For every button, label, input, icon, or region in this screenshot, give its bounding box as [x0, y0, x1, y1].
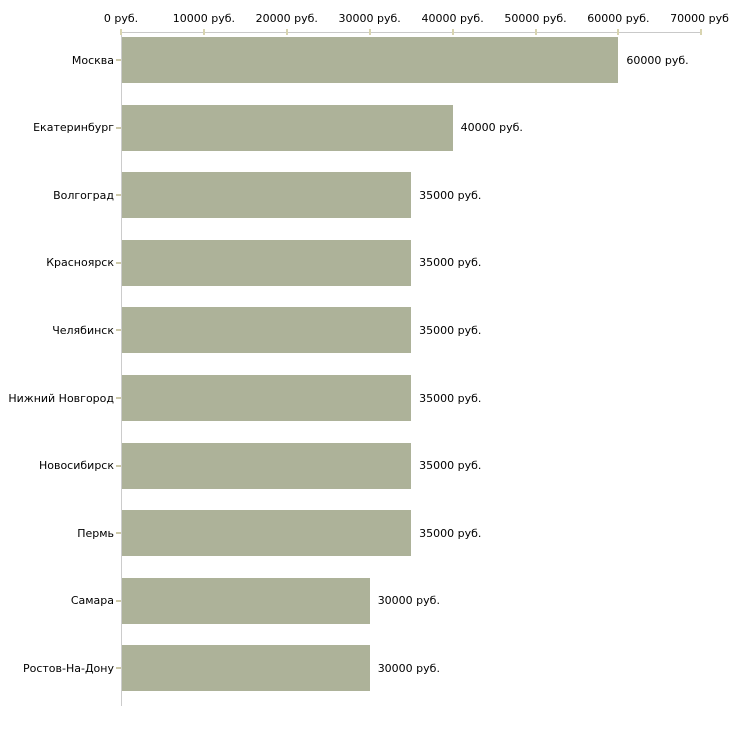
- x-axis-tick: [120, 29, 122, 35]
- x-axis-tick-label: 40000 руб.: [421, 12, 484, 25]
- bar: [122, 172, 412, 219]
- x-axis-tick: [617, 29, 620, 35]
- category-label: Новосибирск: [38, 459, 114, 473]
- category-tick: [116, 59, 121, 61]
- bar: [122, 442, 412, 489]
- x-axis-tick: [700, 29, 703, 35]
- bar: [122, 239, 412, 286]
- value-label: 35000 руб.: [419, 459, 482, 473]
- x-axis-tick-label: 0 руб.: [103, 12, 139, 25]
- category-tick: [116, 532, 121, 535]
- x-axis-tick: [368, 29, 371, 35]
- category-label: Челябинск: [52, 323, 114, 337]
- category-label: Волгоград: [53, 188, 114, 202]
- category-tick: [116, 397, 121, 399]
- category-tick: [116, 599, 121, 602]
- category-tick: [116, 261, 121, 264]
- x-axis-tick: [451, 29, 454, 35]
- value-label: 30000 руб.: [377, 661, 440, 675]
- value-label: 35000 руб.: [419, 323, 482, 337]
- bar: [122, 307, 412, 354]
- bar: [122, 104, 453, 151]
- bar: [122, 375, 412, 421]
- category-tick: [116, 667, 121, 670]
- x-axis-tick: [285, 29, 288, 35]
- x-axis-tick-label: 50000 руб.: [504, 12, 567, 25]
- bar: [122, 577, 370, 624]
- category-label: Красноярск: [46, 256, 114, 270]
- category-tick: [116, 464, 121, 467]
- value-label: 30000 руб.: [377, 594, 440, 608]
- x-axis-tick: [202, 29, 205, 35]
- bar: [122, 37, 619, 83]
- category-tick: [116, 126, 121, 129]
- x-axis-tick-label: 60000 руб.: [587, 12, 650, 25]
- y-axis-line: [121, 32, 122, 706]
- category-tick: [116, 329, 121, 332]
- category-label: Нижний Новгород: [8, 391, 114, 405]
- x-axis-tick-label: 10000 руб.: [172, 12, 236, 25]
- x-axis-tick-label: 20000 руб.: [255, 12, 318, 25]
- category-tick: [116, 194, 121, 197]
- x-axis-tick: [534, 29, 537, 35]
- category-label: Самара: [70, 594, 114, 608]
- category-label: Пермь: [77, 526, 114, 540]
- value-label: 35000 руб.: [419, 256, 482, 270]
- x-axis-tick-label: 70000 руб.: [670, 12, 730, 25]
- value-label: 35000 руб.: [419, 526, 482, 540]
- bar: [122, 510, 412, 557]
- value-label: 40000 руб.: [460, 121, 523, 135]
- category-label: Екатеринбург: [33, 121, 114, 135]
- category-label: Москва: [71, 53, 114, 67]
- value-label: 60000 руб.: [626, 53, 689, 67]
- category-label: Ростов-На-Дону: [22, 661, 114, 675]
- value-label: 35000 руб.: [419, 391, 482, 405]
- x-axis-line: [121, 32, 702, 33]
- bar: [122, 645, 370, 692]
- x-axis-tick-label: 30000 руб.: [338, 12, 401, 25]
- value-label: 35000 руб.: [419, 188, 482, 202]
